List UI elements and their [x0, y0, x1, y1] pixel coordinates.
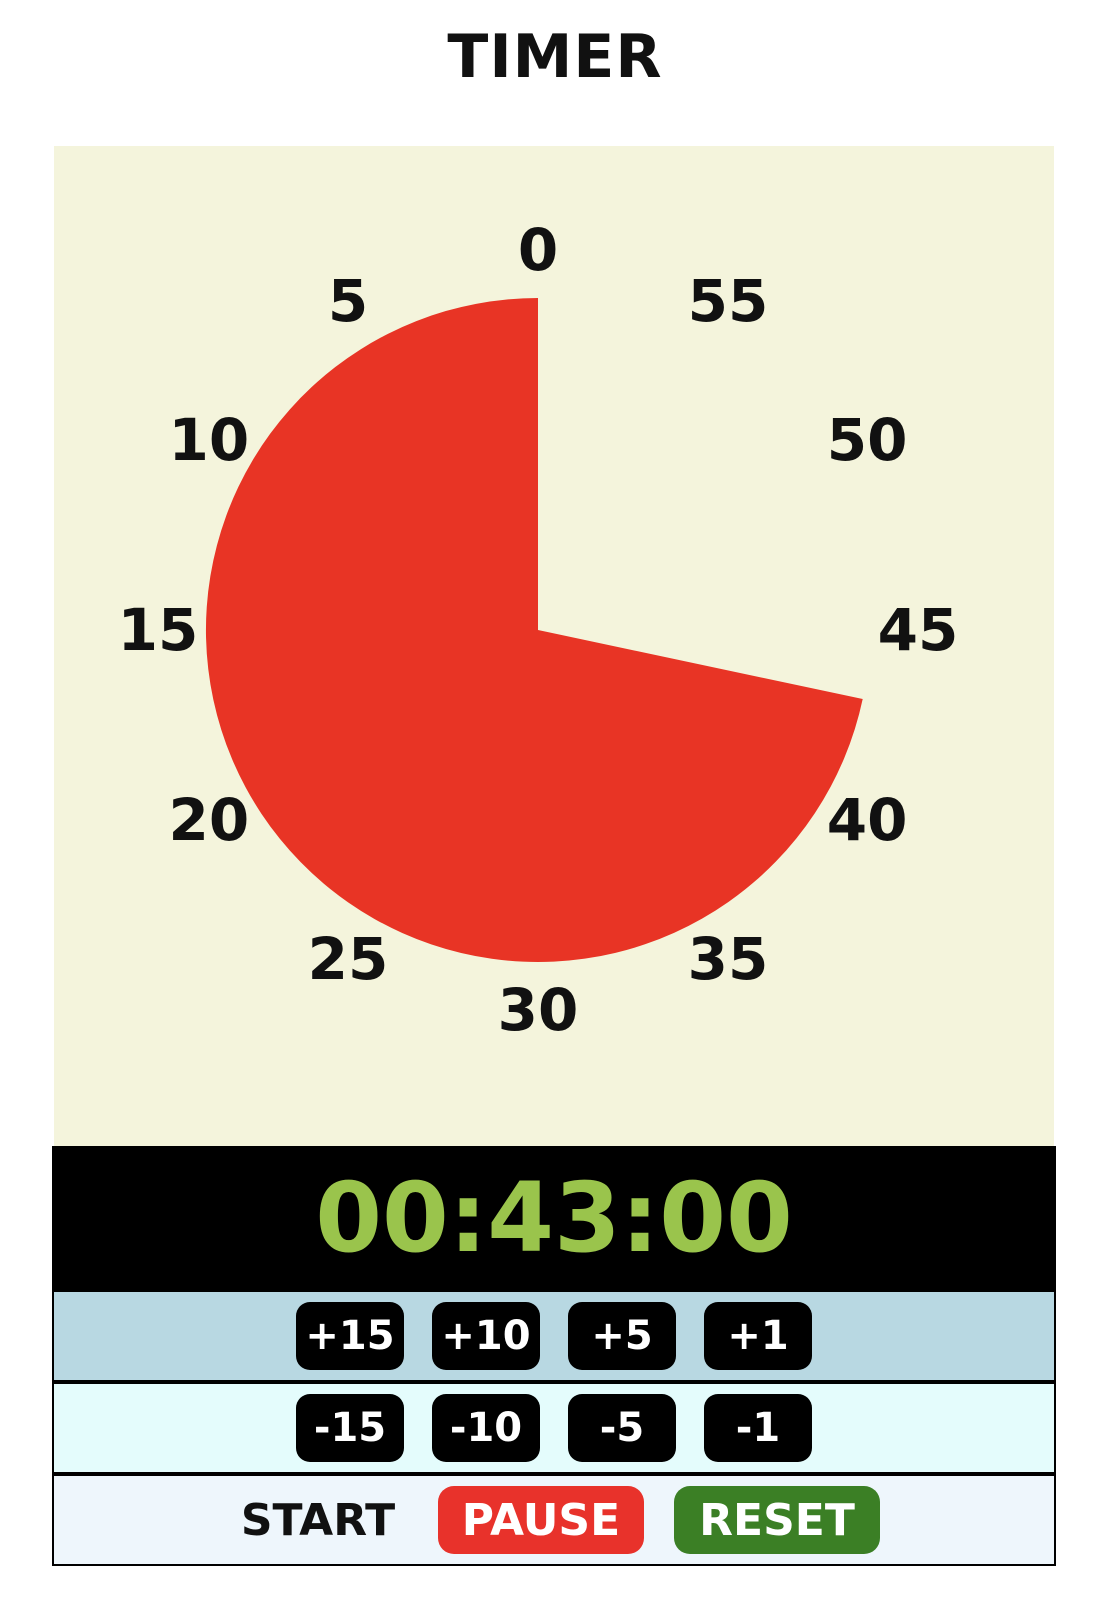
control-row: START PAUSE RESET	[52, 1474, 1056, 1566]
pause-button[interactable]: PAUSE	[438, 1486, 644, 1554]
dial-label-45: 45	[878, 596, 959, 664]
subtract-5-button[interactable]: -5	[568, 1394, 676, 1462]
subtract-time-row: -15 -10 -5 -1	[52, 1382, 1056, 1474]
subtract-15-button[interactable]: -15	[296, 1394, 404, 1462]
add-1-button[interactable]: +1	[704, 1302, 812, 1370]
dial-label-30: 30	[498, 976, 579, 1044]
dial-label-55: 55	[688, 267, 769, 335]
timer-dial: 0 5 10 15 20 25 30 35 40 45 50 55	[54, 146, 1054, 1146]
dial-label-35: 35	[688, 925, 769, 993]
dial-label-10: 10	[169, 406, 250, 474]
remaining-time-wedge	[205, 298, 863, 962]
subtract-1-button[interactable]: -1	[704, 1394, 812, 1462]
dial-label-15: 15	[118, 596, 199, 664]
add-time-row: +15 +10 +5 +1	[52, 1290, 1056, 1382]
dial-label-5: 5	[328, 267, 368, 335]
add-10-button[interactable]: +10	[432, 1302, 540, 1370]
add-15-button[interactable]: +15	[296, 1302, 404, 1370]
start-button[interactable]: START	[240, 1494, 396, 1546]
dial-face: 0 5 10 15 20 25 30 35 40 45 50 55	[118, 216, 959, 1044]
dial-label-20: 20	[169, 786, 250, 854]
reset-button[interactable]: RESET	[674, 1486, 880, 1554]
subtract-10-button[interactable]: -10	[432, 1394, 540, 1462]
dial-label-40: 40	[827, 786, 908, 854]
dial-label-0: 0	[518, 216, 558, 284]
time-readout: 00:43:00	[52, 1146, 1056, 1290]
add-5-button[interactable]: +5	[568, 1302, 676, 1370]
dial-label-25: 25	[308, 925, 389, 993]
app-title: TIMER	[447, 22, 663, 92]
dial-label-50: 50	[827, 406, 908, 474]
